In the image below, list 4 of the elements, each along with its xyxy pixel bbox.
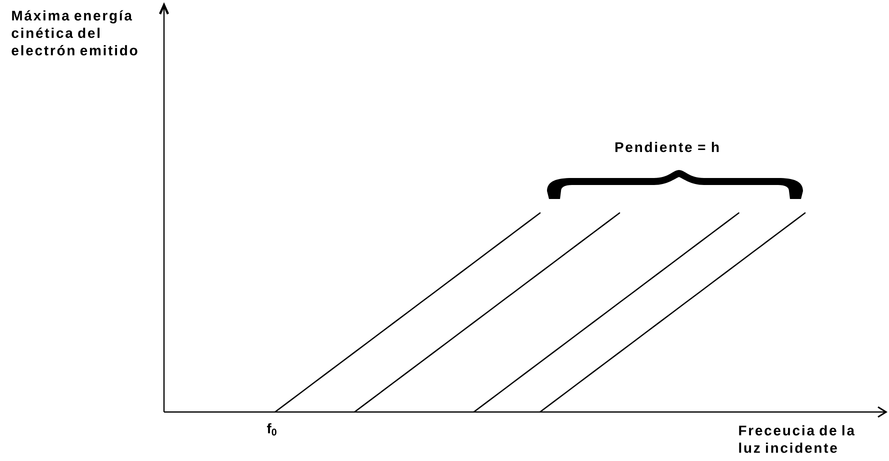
annotation: f$_{0}$ <box>266 423 276 436</box>
x-axis-title: Freceucia de la luz incidente <box>739 425 855 453</box>
text: Pendiente = h <box>615 142 719 152</box>
text: Máxima energía cinética del electrón emitido <box>12 10 138 56</box>
